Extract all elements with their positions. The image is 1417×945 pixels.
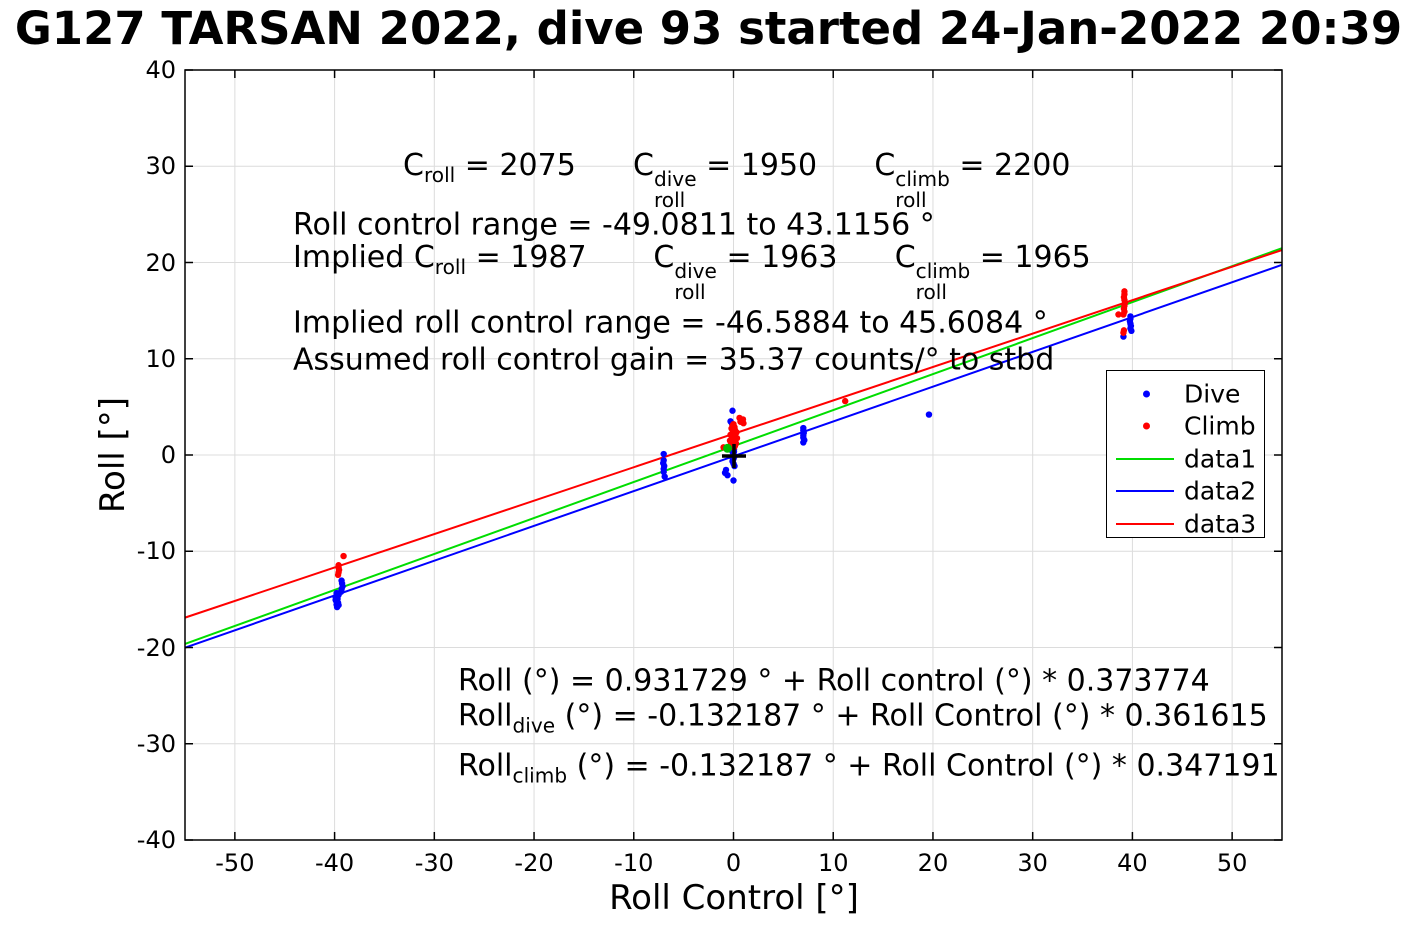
- x-tick-label: -20: [514, 849, 554, 877]
- legend-item-data1: data1: [1107, 442, 1264, 475]
- y-tick-label: 0: [160, 441, 176, 469]
- stat-annotation-2: Roll control range = -49.0811 to 43.1156…: [293, 207, 935, 243]
- x-tick-label: -50: [215, 849, 255, 877]
- x-tick-label: 20: [917, 849, 949, 877]
- legend-label: Dive: [1184, 379, 1241, 408]
- fit-equation-2: Rolldive (°) = -0.132187 ° + Roll Contro…: [458, 698, 1268, 738]
- y-tick-label: -20: [136, 633, 176, 662]
- stat-annotation-5: Assumed roll control gain = 35.37 counts…: [293, 342, 1055, 378]
- legend-label: data1: [1184, 444, 1257, 474]
- legend: Dive Climb data1 data2 data3: [1106, 370, 1265, 538]
- legend-item-data2: data2: [1107, 475, 1264, 508]
- x-tick-label: 10: [817, 849, 849, 877]
- x-tick-label: 0: [725, 849, 742, 877]
- fit-equation-1: Roll (°) = 0.931729 ° + Roll control (°)…: [458, 663, 1210, 699]
- legend-marker-line: [1116, 457, 1174, 460]
- y-tick-label: 40: [145, 56, 176, 84]
- fit-equation-3: Rollclimb (°) = -0.132187 ° + Roll Contr…: [458, 748, 1280, 788]
- x-tick-label: 30: [1017, 849, 1048, 877]
- y-axis-label: Roll [°]: [93, 396, 133, 514]
- x-tick-label: -10: [614, 849, 654, 877]
- legend-item-dive: Dive: [1107, 377, 1264, 410]
- x-tick-label: -30: [414, 849, 454, 877]
- legend-item-climb: Climb: [1107, 410, 1264, 443]
- legend-label: data2: [1184, 476, 1257, 506]
- y-tick-label: -40: [136, 826, 176, 854]
- legend-marker-line: [1116, 522, 1174, 525]
- extra-markers: [721, 443, 746, 468]
- chart-title: G127 TARSAN 2022, dive 93 started 24-Jan…: [14, 2, 1403, 55]
- plot-border: [184, 69, 1283, 841]
- x-axis-label: Roll Control [°]: [609, 878, 859, 918]
- stat-annotation-4: Implied roll control range = -46.5884 to…: [293, 305, 1048, 341]
- legend-label: Climb: [1184, 411, 1256, 441]
- y-tick-label: -10: [136, 537, 176, 566]
- y-tick-label: -30: [136, 729, 176, 758]
- x-tick-label: 50: [1216, 849, 1248, 877]
- scatter-climb: [334, 288, 1129, 579]
- x-tick-label: -40: [314, 849, 355, 877]
- y-tick-label: 30: [145, 152, 176, 181]
- legend-label: data3: [1184, 509, 1257, 539]
- x-tick-label: 40: [1117, 849, 1148, 877]
- axis-ticks: [185, 69, 1282, 841]
- legend-marker-dot: [1143, 390, 1150, 397]
- y-tick-label: 10: [145, 344, 176, 373]
- legend-marker-line: [1116, 490, 1174, 493]
- center-dot-marker: [723, 443, 733, 453]
- legend-marker-dot: [1143, 422, 1150, 430]
- legend-item-data3: data3: [1107, 507, 1264, 540]
- y-tick-label: 20: [145, 248, 176, 277]
